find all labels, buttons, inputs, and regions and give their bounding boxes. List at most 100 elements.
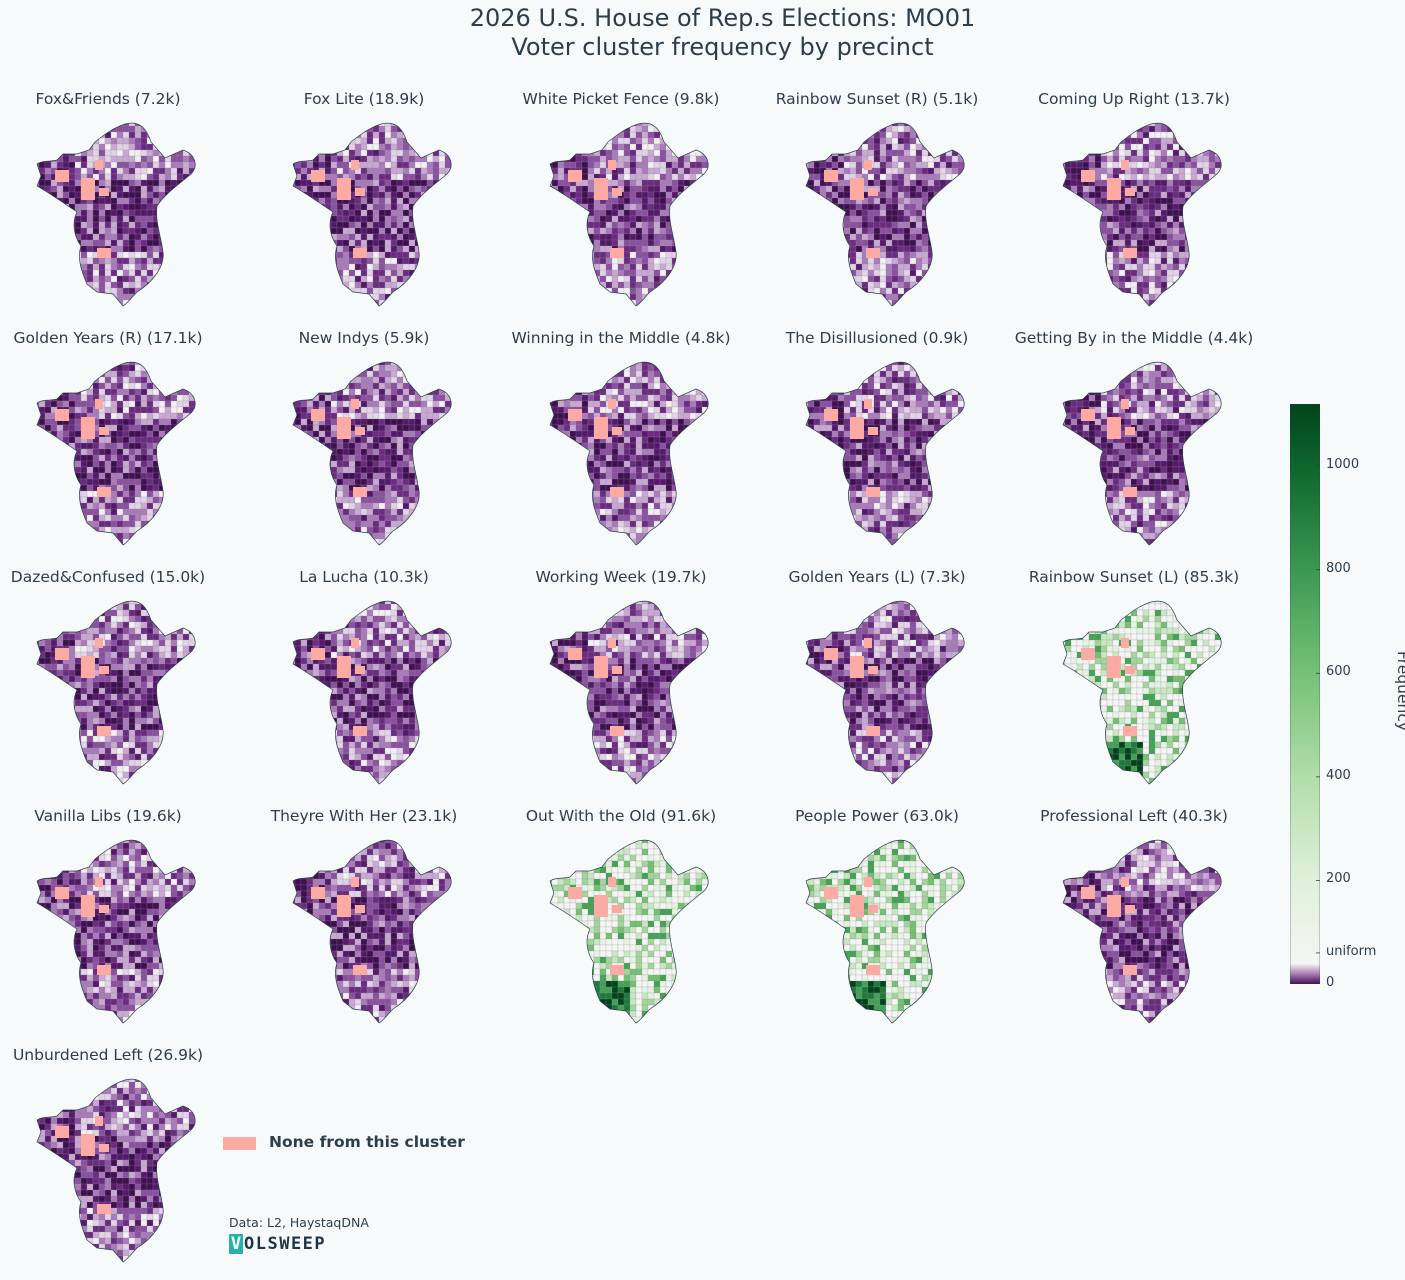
precinct-cell [182, 305, 190, 306]
precinct-cell [372, 269, 380, 277]
precinct-cell [201, 186, 207, 192]
precinct-cell [891, 287, 899, 295]
precinct-cell [1082, 233, 1090, 241]
precinct-cell [897, 257, 905, 265]
precinct-cell [348, 281, 356, 289]
precinct-cell [182, 167, 190, 175]
precinct-cell [1214, 263, 1222, 271]
precinct-cell [695, 299, 703, 306]
precinct-cell [38, 227, 46, 235]
precinct-cell [475, 150, 479, 156]
precinct-cell [1227, 240, 1233, 246]
precinct-cell [1172, 167, 1180, 175]
precinct-cell [976, 174, 982, 180]
precinct-cell [146, 287, 154, 295]
precinct-cell [976, 156, 982, 162]
precinct-cell [1100, 137, 1108, 145]
precinct-cell [617, 203, 625, 211]
precinct-cell [831, 123, 839, 127]
precinct-cell [219, 264, 223, 270]
precinct-cell [861, 269, 869, 277]
precinct-cell [707, 131, 709, 139]
precinct-cell [1142, 257, 1150, 265]
precinct-cell [444, 179, 452, 187]
precinct-cell [1063, 227, 1066, 235]
precinct-cell [74, 167, 82, 175]
precinct-cell [457, 120, 463, 126]
precinct-cell [1196, 227, 1204, 235]
precinct-cell [720, 120, 726, 126]
precinct-cell [300, 305, 308, 306]
precinct-cell [1214, 179, 1222, 187]
precinct-cell [970, 180, 976, 186]
precinct-cell [116, 203, 124, 211]
precinct-cell [207, 204, 213, 210]
precinct-cell [170, 123, 178, 127]
precinct-cell [1106, 245, 1114, 253]
precinct-cell [1245, 132, 1249, 138]
precinct-cell [647, 281, 655, 289]
precinct-cell [463, 132, 469, 138]
precinct-cell [164, 239, 172, 247]
precinct-cell [188, 281, 196, 289]
precinct-cell [701, 143, 709, 151]
precinct-cell [1172, 149, 1180, 157]
precinct-cell [450, 155, 452, 163]
precinct-cell [213, 234, 219, 240]
precinct-cell [970, 216, 976, 222]
precinct-cell [593, 215, 601, 223]
precinct-cell [665, 299, 673, 306]
precinct-cell [360, 257, 368, 265]
precinct-cell [653, 173, 661, 181]
precinct-cell [1154, 203, 1162, 211]
precinct-cell [463, 216, 469, 222]
precinct-cell [701, 287, 709, 295]
precinct-cell [921, 123, 929, 127]
precinct-cell [110, 179, 118, 187]
precinct-cell [360, 149, 368, 157]
precinct-cell [915, 173, 923, 181]
precinct-cell [378, 215, 386, 223]
precinct-cell [1178, 191, 1186, 199]
precinct-cell [330, 167, 338, 175]
precinct-cell [122, 185, 130, 193]
precinct-cell [641, 287, 649, 295]
precinct-cell [176, 269, 184, 277]
precinct-cell [122, 215, 130, 223]
precinct-cell [569, 125, 577, 133]
precinct-cell [396, 233, 404, 241]
precinct-cell [1063, 131, 1066, 139]
precinct-cell [921, 281, 929, 289]
precinct-cell [1094, 269, 1102, 277]
precinct-cell [970, 288, 976, 294]
precinct-cell [1124, 149, 1132, 157]
precinct-cell [420, 123, 428, 127]
precinct-cell [469, 162, 475, 168]
precinct-cell [128, 245, 136, 253]
precinct-cell [683, 191, 691, 199]
precinct-cell [38, 305, 46, 306]
precinct-cell [575, 131, 583, 139]
precinct-cell [1184, 269, 1192, 277]
precinct-cell [402, 239, 410, 247]
precinct-cell [176, 173, 184, 181]
precinct-cell [336, 155, 344, 163]
precinct-cell [1100, 227, 1108, 235]
precinct-cell [116, 305, 124, 306]
precinct-cell [963, 221, 965, 229]
precinct-cell [366, 173, 374, 181]
precinct-cell [140, 263, 148, 271]
precinct-cell [176, 155, 184, 163]
precinct-cell [720, 204, 726, 210]
precinct-cell [1239, 168, 1245, 174]
precinct-cell [641, 215, 649, 223]
precinct-cell [1088, 233, 1096, 241]
precinct-cell [294, 221, 302, 229]
precinct-cell [1148, 155, 1156, 163]
precinct-cell [873, 269, 881, 277]
precinct-cell [647, 245, 655, 253]
precinct-cell [80, 215, 88, 223]
precinct-cell [444, 185, 452, 193]
precinct-cell [396, 143, 404, 151]
precinct-cell [976, 186, 982, 192]
